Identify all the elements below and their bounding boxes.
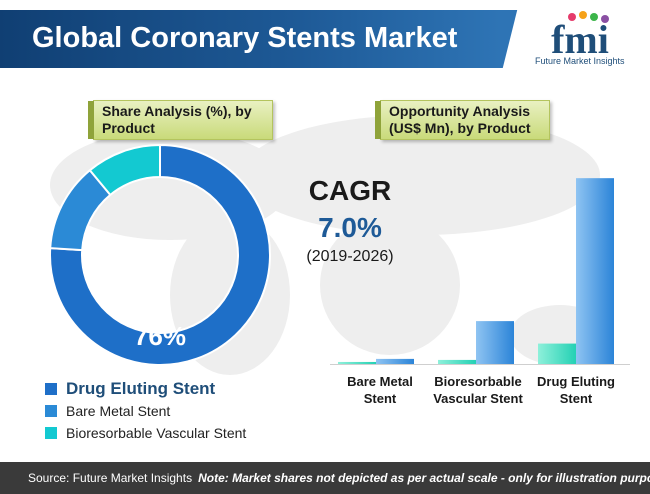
logo-tagline: Future Market Insights: [535, 56, 625, 66]
legend-label: Bioresorbable Vascular Stent: [66, 425, 247, 441]
legend-item-bare-metal-stent: Bare Metal Stent: [45, 400, 246, 422]
cagr-value: 7.0%: [318, 212, 382, 243]
legend-item-bioresorbable-vascular-stent: Bioresorbable Vascular Stent: [45, 422, 246, 444]
title-banner: [0, 10, 500, 68]
legend-swatch: [45, 405, 57, 417]
opportunity-analysis-text: Opportunity Analysis (US$ Mn), by Produc…: [389, 103, 531, 136]
share-analysis-text: Share Analysis (%), by Product: [102, 103, 252, 136]
bar-drug-eluting-stent-series-1: [538, 343, 576, 364]
cagr-title: CAGR: [308, 175, 392, 206]
bar-drug-eluting-stent-series-2: [576, 178, 614, 364]
legend-swatch: [45, 383, 57, 395]
world-map-background: [50, 115, 610, 375]
bar-category-label-bare-metal-stent: Bare Metal Stent: [347, 374, 413, 406]
donut-slice-bioresorbable-vascular-stent: [88, 143, 161, 197]
logo-letters: fmi: [551, 17, 609, 62]
cagr-period: (2019-2026): [306, 248, 394, 265]
header: Global Coronary Stents Market fmi Future…: [0, 0, 650, 80]
legend-label: Drug Eluting Stent: [66, 379, 216, 398]
bar-category-label-drug-eluting-stent: Drug Eluting Stent: [537, 374, 615, 406]
donut-legend: Drug Eluting Stent Bare Metal Stent Biores…: [45, 378, 246, 444]
bar-bioresorbable-vascular-stent-series-1: [438, 359, 476, 364]
footer-source: Source: Future Market Insights: [28, 471, 193, 485]
bar-bare-metal-stent-series-1: [338, 361, 376, 364]
bar-category-label-bioresorbable-vascular-stent: Bioresorbable Vascular Stent: [433, 374, 523, 406]
opportunity-analysis-label: Opportunity Analysis (US$ Mn), by Produc…: [375, 100, 550, 140]
donut-slice-drug-eluting-stent: [49, 143, 271, 366]
legend-label: Bare Metal Stent: [66, 403, 171, 419]
legend-item-drug-eluting-stent: Drug Eluting Stent: [45, 378, 246, 400]
share-analysis-label: Share Analysis (%), by Product: [88, 100, 273, 140]
donut-data-label: 76%: [134, 321, 186, 351]
share-donut-chart: 76%: [49, 143, 271, 366]
fmi-logo: fmi: [551, 11, 609, 62]
page-title: Global Coronary Stents Market: [32, 22, 458, 54]
footer: Source: Future Market Insights Note: Mar…: [0, 462, 650, 494]
bar-bare-metal-stent-series-2: [376, 358, 414, 364]
opportunity-bar-chart: [330, 178, 630, 365]
legend-swatch: [45, 427, 57, 439]
footer-note: Note: Market shares not depicted as per …: [198, 471, 650, 485]
bar-bioresorbable-vascular-stent-series-2: [476, 321, 514, 364]
